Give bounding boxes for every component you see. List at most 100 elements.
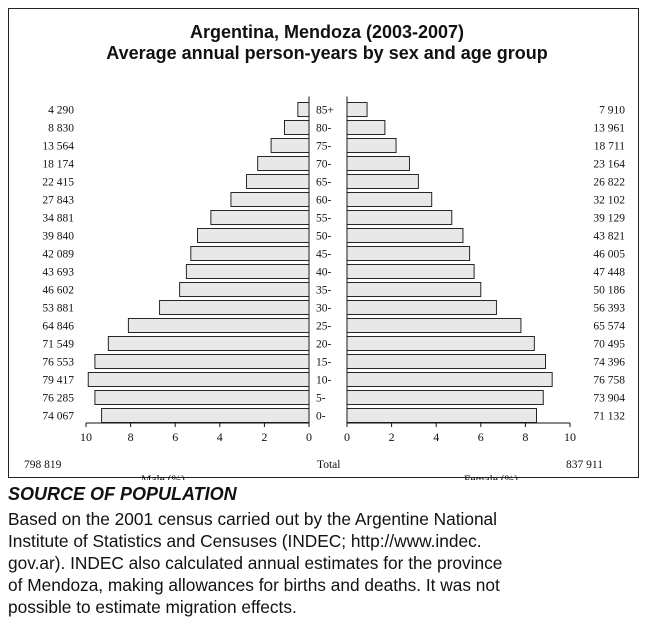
source-line: Institute of Statistics and Censuses (IN…: [8, 531, 482, 551]
male-bar: [246, 174, 310, 189]
male-bar: [185, 264, 310, 279]
female-count-label: 65 574: [593, 321, 625, 333]
female-count-label: 39 129: [593, 213, 625, 225]
male-bar: [197, 228, 310, 243]
female-count-label: 56 393: [593, 303, 625, 315]
female-tick-label: 10: [564, 430, 576, 444]
age-group-label: 35-: [316, 285, 332, 297]
female-bar: [346, 156, 410, 171]
age-group-label: 5-: [316, 393, 326, 405]
male-count-label: 71 549: [42, 339, 74, 351]
male-bar: [284, 120, 310, 135]
female-tick-label: 2: [389, 430, 395, 444]
age-group-label: 65-: [316, 177, 332, 189]
male-bar: [257, 156, 310, 171]
age-group-label: 85+: [316, 105, 334, 117]
age-group-label: 30-: [316, 303, 332, 315]
source-line: Based on the 2001 census carried out by …: [8, 509, 498, 529]
male-count-label: 76 285: [42, 393, 74, 405]
source-line: of Mendoza, making allowances for births…: [8, 575, 500, 595]
age-group-label: 50-: [316, 231, 332, 243]
age-group-label: 0-: [316, 411, 326, 423]
male-count-label: 53 881: [42, 303, 74, 315]
male-count-label: 74 067: [42, 411, 74, 423]
male-count-label: 42 089: [42, 249, 74, 261]
male-tick-label: 4: [217, 430, 223, 444]
source-paragraph: Based on the 2001 census carried out by …: [8, 508, 646, 618]
female-bar: [346, 408, 538, 423]
female-count-label: 70 495: [593, 339, 625, 351]
male-count-label: 18 174: [42, 159, 74, 171]
age-group-label: 45-: [316, 249, 332, 261]
female-bar: [346, 336, 535, 351]
female-count-label: 13 961: [593, 123, 625, 135]
female-count-label: 73 904: [593, 393, 625, 405]
female-count-label: 47 448: [593, 267, 625, 279]
age-group-label: 15-: [316, 357, 332, 369]
male-bar: [94, 390, 310, 405]
age-group-label: 55-: [316, 213, 332, 225]
male-count-label: 8 830: [48, 123, 74, 135]
female-count-label: 50 186: [593, 285, 625, 297]
male-count-label: 39 840: [42, 231, 74, 243]
male-bar: [179, 282, 310, 297]
age-group-label: 20-: [316, 339, 332, 351]
male-count-label: 13 564: [42, 141, 74, 153]
male-bar: [101, 408, 310, 423]
female-tick-label: 8: [522, 430, 528, 444]
male-bar: [210, 210, 310, 225]
male-tick-label: 8: [128, 430, 134, 444]
female-bar: [346, 192, 433, 207]
male-count-label: 4 290: [48, 105, 74, 117]
male-bar: [94, 354, 310, 369]
female-bar: [346, 174, 419, 189]
total-male-label: 798 819: [24, 459, 62, 471]
source-line: gov.ar). INDEC also calculated annual es…: [8, 553, 503, 573]
male-count-label: 27 843: [42, 195, 74, 207]
chart-subtitle: Average annual person-years by sex and a…: [106, 43, 548, 63]
female-count-label: 76 758: [593, 375, 625, 387]
male-tick-label: 0: [306, 430, 312, 444]
male-bar: [270, 138, 310, 153]
female-bar: [346, 210, 453, 225]
female-count-label: 23 164: [593, 159, 625, 171]
male-bar: [159, 300, 310, 315]
male-count-label: 43 693: [42, 267, 74, 279]
male-count-label: 79 417: [42, 375, 74, 387]
male-tick-label: 2: [261, 430, 267, 444]
female-count-label: 43 821: [593, 231, 625, 243]
age-group-label: 75-: [316, 141, 332, 153]
total-label: Total: [317, 459, 340, 471]
male-bar: [230, 192, 310, 207]
male-tick-label: 6: [172, 430, 178, 444]
female-bar: [346, 300, 497, 315]
female-count-label: 32 102: [593, 195, 625, 207]
female-tick-label: 0: [344, 430, 350, 444]
chart-frame: [8, 8, 639, 478]
female-count-label: 18 711: [594, 141, 625, 153]
female-axis-label: Female (%): [464, 474, 518, 480]
male-bar: [87, 372, 310, 387]
male-count-label: 64 846: [42, 321, 74, 333]
female-bar: [346, 354, 546, 369]
chart-title: Argentina, Mendoza (2003-2007): [189, 22, 465, 42]
total-female-label: 837 911: [566, 459, 603, 471]
female-bar: [346, 120, 386, 135]
female-bar: [346, 390, 544, 405]
male-count-label: 22 415: [42, 177, 74, 189]
age-group-label: 25-: [316, 321, 332, 333]
male-bar: [107, 336, 310, 351]
male-tick-label: 10: [80, 430, 92, 444]
male-axis-label: Male (%): [141, 474, 185, 480]
age-group-label: 60-: [316, 195, 332, 207]
female-bar: [346, 282, 482, 297]
male-count-label: 46 602: [42, 285, 74, 297]
age-group-label: 40-: [316, 267, 332, 279]
male-bar: [297, 102, 310, 117]
female-tick-label: 4: [433, 430, 439, 444]
female-bar: [346, 372, 553, 387]
age-group-label: 70-: [316, 159, 332, 171]
female-bar: [346, 264, 475, 279]
